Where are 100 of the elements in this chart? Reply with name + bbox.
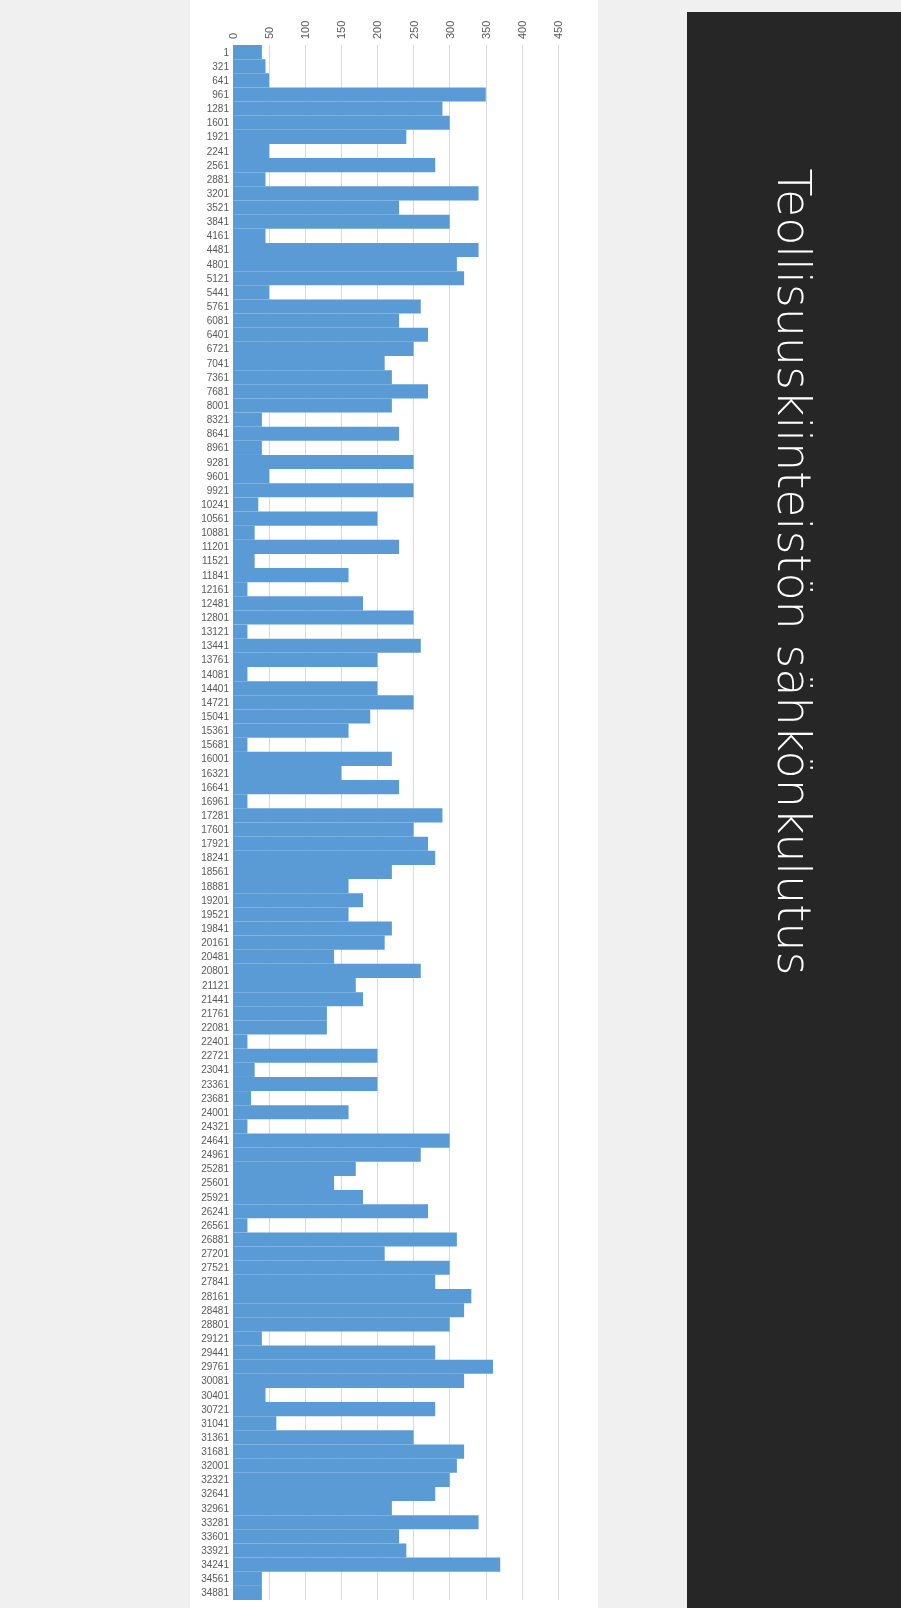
y-tick-label: 13761 bbox=[201, 654, 230, 666]
y-tick-label: 26881 bbox=[201, 1234, 230, 1246]
y-tick-label: 18881 bbox=[201, 880, 230, 892]
y-tick-label: 1281 bbox=[206, 103, 230, 115]
y-tick-label: 15041 bbox=[201, 710, 230, 722]
y-tick-label: 33601 bbox=[201, 1530, 230, 1542]
y-tick-label: 28161 bbox=[201, 1290, 230, 1302]
y-tick-label: 22081 bbox=[201, 1021, 230, 1033]
x-tick-label: 400 bbox=[515, 20, 528, 39]
y-tick-label: 17921 bbox=[201, 838, 230, 850]
y-tick-label: 7361 bbox=[206, 371, 230, 383]
y-tick-label: 10881 bbox=[201, 527, 230, 539]
y-tick-label: 12161 bbox=[201, 583, 230, 595]
y-tick-label: 30721 bbox=[201, 1403, 230, 1415]
y-tick-label: 16001 bbox=[201, 753, 230, 765]
y-tick-label: 18241 bbox=[201, 852, 230, 864]
y-tick-label: 2881 bbox=[206, 173, 230, 185]
y-tick-label: 24961 bbox=[201, 1149, 230, 1161]
y-tick-label: 17601 bbox=[201, 824, 230, 836]
y-tick-label: 30081 bbox=[201, 1375, 230, 1387]
y-tick-label: 641 bbox=[212, 74, 230, 86]
y-tick-label: 2561 bbox=[206, 159, 230, 171]
y-tick-label: 22401 bbox=[201, 1036, 230, 1048]
y-tick-label: 21121 bbox=[201, 979, 230, 991]
y-tick-label: 34881 bbox=[201, 1587, 230, 1599]
y-tick-label: 28801 bbox=[201, 1318, 230, 1330]
y-tick-label: 16641 bbox=[201, 781, 230, 793]
x-tick-label: 200 bbox=[371, 20, 384, 39]
y-tick-label: 29441 bbox=[201, 1347, 230, 1359]
y-tick-label: 29121 bbox=[201, 1332, 230, 1344]
y-tick-label: 11841 bbox=[201, 569, 230, 581]
y-tick-label: 21761 bbox=[201, 1007, 230, 1019]
y-tick-label: 27841 bbox=[201, 1276, 230, 1288]
y-tick-label: 15681 bbox=[201, 739, 230, 751]
y-tick-label: 11521 bbox=[201, 555, 230, 567]
y-tick-label: 22721 bbox=[201, 1050, 230, 1062]
y-tick-label: 3521 bbox=[206, 202, 230, 214]
y-tick-label: 9281 bbox=[206, 456, 230, 468]
y-tick-label: 1921 bbox=[206, 131, 230, 143]
y-tick-label: 4481 bbox=[206, 244, 230, 256]
y-tick-label: 7041 bbox=[206, 357, 230, 369]
x-tick-label: 0 bbox=[227, 32, 239, 39]
y-tick-label: 25601 bbox=[201, 1177, 230, 1189]
y-tick-label: 14721 bbox=[201, 696, 230, 708]
y-tick-label: 32321 bbox=[201, 1474, 230, 1486]
y-tick-label: 14401 bbox=[201, 682, 230, 694]
y-tick-label: 8001 bbox=[206, 399, 230, 411]
y-tick-label: 12801 bbox=[201, 612, 230, 624]
y-tick-label: 20481 bbox=[201, 951, 230, 963]
y-tick-label: 21441 bbox=[201, 993, 230, 1005]
y-tick-label: 8961 bbox=[206, 442, 230, 454]
y-tick-label: 25921 bbox=[201, 1191, 230, 1203]
y-tick-label: 4801 bbox=[206, 258, 230, 270]
y-tick-label: 25281 bbox=[201, 1163, 230, 1175]
y-tick-label: 8321 bbox=[206, 414, 230, 426]
y-tick-label: 13441 bbox=[201, 640, 230, 652]
y-tick-label: 17281 bbox=[201, 809, 230, 821]
y-tick-label: 3841 bbox=[206, 216, 230, 228]
x-tick-label: 50 bbox=[263, 26, 276, 39]
y-tick-label: 34561 bbox=[201, 1573, 230, 1585]
y-tick-label: 18561 bbox=[201, 866, 230, 878]
y-tick-label: 29761 bbox=[201, 1361, 230, 1373]
y-tick-label: 321 bbox=[212, 60, 230, 72]
x-tick-label: 100 bbox=[299, 20, 312, 39]
y-tick-label: 15361 bbox=[201, 725, 230, 737]
x-tick-label: 450 bbox=[552, 20, 564, 39]
y-tick-label: 13121 bbox=[201, 626, 230, 638]
y-tick-label: 14081 bbox=[201, 668, 230, 680]
y-tick-label: 31361 bbox=[201, 1431, 230, 1443]
y-tick-label: 24321 bbox=[201, 1120, 230, 1132]
y-tick-label: 24001 bbox=[201, 1106, 230, 1118]
text: Teollisuuskiinteistön sähkönkulutus bbox=[767, 168, 821, 976]
y-tick-label: 12481 bbox=[201, 597, 230, 609]
y-tick-label: 1601 bbox=[206, 117, 230, 129]
y-tick-label: 32961 bbox=[201, 1502, 230, 1514]
y-tick-label: 8641 bbox=[206, 428, 230, 440]
x-tick-label: 250 bbox=[407, 20, 420, 39]
y-tick-label: 33281 bbox=[201, 1516, 230, 1528]
y-tick-label: 19201 bbox=[201, 894, 230, 906]
y-tick-label: 34241 bbox=[201, 1559, 230, 1571]
y-tick-label: 20801 bbox=[201, 965, 230, 977]
y-tick-label: 6401 bbox=[206, 329, 230, 341]
y-tick-label: 16961 bbox=[201, 795, 230, 807]
y-tick-label: 30401 bbox=[201, 1389, 230, 1401]
y-tick-label: 19521 bbox=[201, 908, 230, 920]
y-tick-label: 19841 bbox=[201, 923, 230, 935]
x-tick-label: 300 bbox=[443, 20, 456, 39]
y-tick-label: 27201 bbox=[201, 1248, 230, 1260]
y-tick-label: 7681 bbox=[206, 385, 230, 397]
y-tick-label: 26561 bbox=[201, 1219, 230, 1231]
y-tick-label: 4161 bbox=[206, 230, 230, 242]
y-tick-label: 5761 bbox=[206, 301, 230, 313]
y-tick-label: 5441 bbox=[206, 286, 230, 298]
y-tick-label: 1 bbox=[223, 46, 230, 58]
y-tick-label: 5121 bbox=[206, 272, 230, 284]
y-tick-label: 20161 bbox=[201, 937, 230, 949]
y-tick-label: 23041 bbox=[201, 1064, 230, 1076]
y-tick-label: 23361 bbox=[201, 1078, 230, 1090]
y-tick-label: 9601 bbox=[206, 470, 230, 482]
y-tick-label: 23681 bbox=[201, 1092, 230, 1104]
